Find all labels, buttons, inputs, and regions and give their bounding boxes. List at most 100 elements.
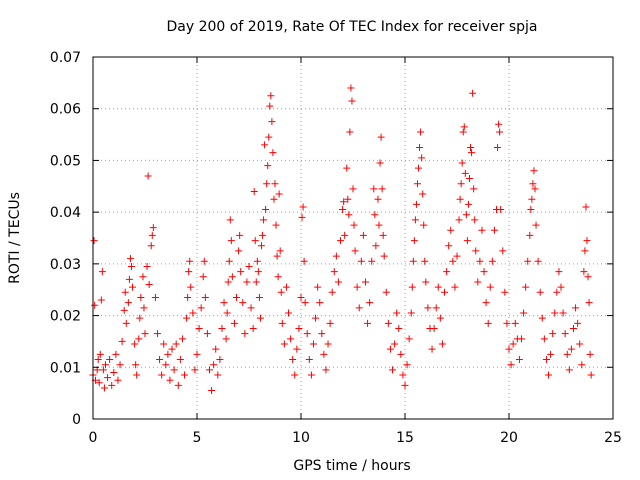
data-point xyxy=(428,345,436,353)
data-point xyxy=(430,325,438,332)
data-point xyxy=(505,345,513,353)
data-point xyxy=(515,356,523,364)
data-point xyxy=(181,371,189,379)
data-point xyxy=(300,257,308,265)
data-point xyxy=(243,278,251,286)
data-point xyxy=(412,200,420,208)
data-point xyxy=(291,371,299,379)
data-point xyxy=(135,335,143,343)
data-point xyxy=(143,262,151,270)
data-point xyxy=(421,257,429,265)
data-point xyxy=(178,335,186,343)
data-point xyxy=(348,97,356,105)
data-point xyxy=(408,283,416,291)
data-point xyxy=(110,368,118,376)
data-point xyxy=(375,221,383,229)
data-point xyxy=(230,319,238,327)
x-tick-label: 0 xyxy=(89,430,98,446)
data-point xyxy=(277,288,285,296)
plot-frame xyxy=(92,56,614,420)
data-point xyxy=(576,340,584,348)
data-point xyxy=(280,340,288,348)
data-point xyxy=(587,371,595,379)
data-point xyxy=(470,185,478,193)
data-point xyxy=(463,237,471,245)
data-point xyxy=(174,381,182,389)
data-point xyxy=(118,337,126,345)
data-point xyxy=(551,309,559,317)
data-point xyxy=(368,257,376,265)
data-point xyxy=(357,257,365,265)
data-point xyxy=(96,350,104,358)
data-point xyxy=(572,304,580,312)
data-point xyxy=(224,278,232,286)
data-point xyxy=(127,262,135,270)
data-point xyxy=(459,128,467,136)
data-point xyxy=(176,356,184,364)
data-point xyxy=(305,356,313,364)
data-point xyxy=(237,268,245,276)
data-point xyxy=(480,268,488,276)
data-point xyxy=(100,384,108,392)
data-point xyxy=(547,350,555,358)
data-point xyxy=(166,376,174,384)
data-point xyxy=(245,262,253,270)
data-point xyxy=(569,325,577,332)
data-point xyxy=(121,288,129,296)
y-tick-label: 0.07 xyxy=(50,50,81,66)
data-point xyxy=(186,257,194,265)
data-point xyxy=(191,366,199,374)
data-point xyxy=(216,356,224,364)
data-point xyxy=(236,231,244,239)
data-point xyxy=(374,195,382,203)
data-point xyxy=(503,319,511,327)
data-point xyxy=(464,200,472,208)
data-point xyxy=(469,89,477,97)
data-point xyxy=(580,268,588,276)
data-point xyxy=(301,299,309,307)
data-point xyxy=(468,149,476,157)
grid-lines xyxy=(93,57,613,419)
data-point xyxy=(214,371,222,379)
data-point xyxy=(455,216,463,224)
data-point xyxy=(399,371,407,379)
data-point xyxy=(275,190,283,198)
data-point xyxy=(269,149,277,157)
data-point xyxy=(401,381,409,389)
data-point xyxy=(205,366,213,374)
data-point xyxy=(563,350,571,358)
data-point xyxy=(276,247,284,255)
data-point xyxy=(114,376,122,384)
data-point xyxy=(355,304,363,312)
data-point xyxy=(453,252,461,260)
data-point xyxy=(456,195,464,203)
data-point xyxy=(136,314,144,322)
y-tick-label: 0.02 xyxy=(50,309,81,325)
data-point xyxy=(168,345,176,353)
data-point xyxy=(371,211,379,219)
data-point xyxy=(122,319,130,327)
data-point xyxy=(262,206,270,214)
data-point xyxy=(467,144,475,151)
data-point xyxy=(379,231,387,239)
data-point xyxy=(494,144,502,151)
data-point xyxy=(298,213,306,221)
data-point xyxy=(98,268,106,276)
data-point xyxy=(462,211,470,219)
axis-ticks xyxy=(92,56,614,420)
data-point xyxy=(264,162,272,170)
data-point xyxy=(532,221,540,229)
data-point xyxy=(438,340,446,348)
data-point xyxy=(436,314,444,322)
data-point xyxy=(295,325,303,332)
data-point xyxy=(193,350,201,358)
data-point xyxy=(158,371,166,379)
data-point xyxy=(153,330,161,338)
data-point xyxy=(250,187,258,195)
data-point xyxy=(241,330,249,338)
x-tick-label: 10 xyxy=(292,430,310,446)
data-point xyxy=(97,296,105,304)
data-point xyxy=(391,340,399,348)
data-point xyxy=(530,167,538,175)
data-point xyxy=(559,309,567,317)
